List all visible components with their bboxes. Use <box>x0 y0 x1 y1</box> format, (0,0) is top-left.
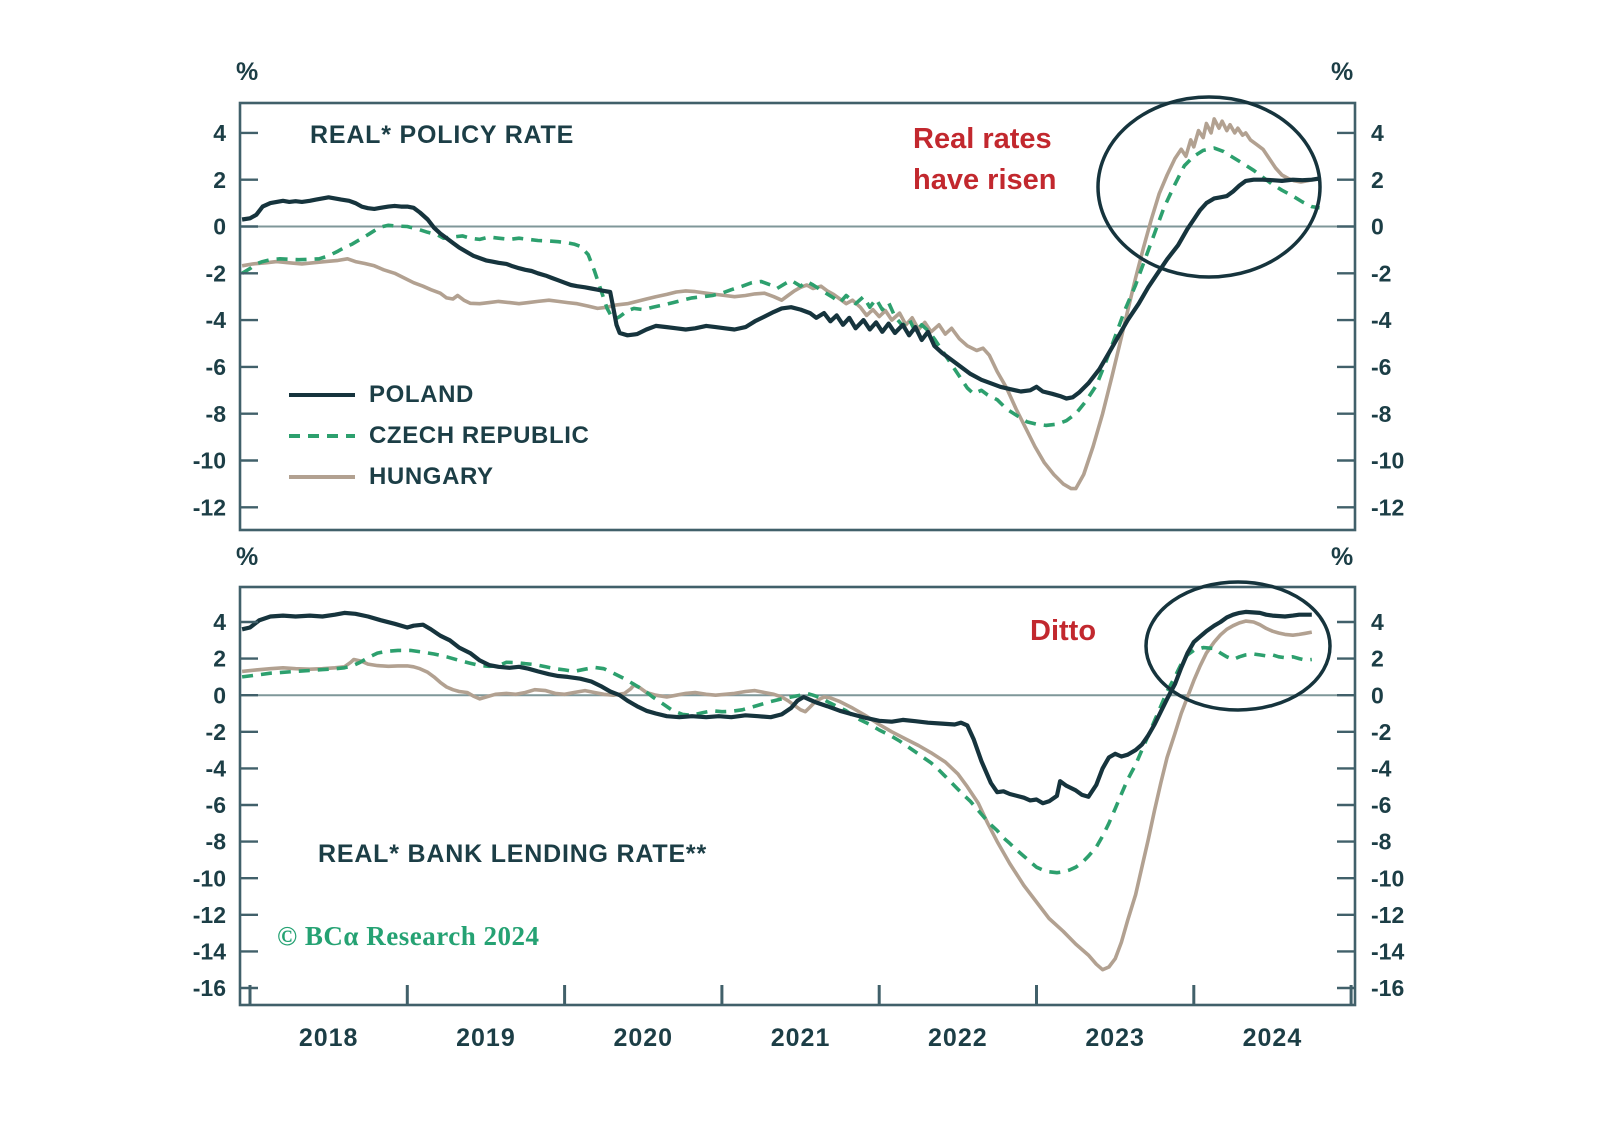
czech-line <box>241 146 1320 428</box>
czech-line <box>241 645 1312 875</box>
y-tick-label-left: -16 <box>193 975 226 1001</box>
y-tick-label-right: -4 <box>1371 307 1392 333</box>
y-tick-label-left: -10 <box>193 865 226 891</box>
y-tick-label-right: -16 <box>1371 975 1404 1001</box>
legend-label-czech-republic: CZECH REPUBLIC <box>369 422 590 449</box>
percent-label-bottom-left: % <box>236 543 259 571</box>
y-tick-label-right: -4 <box>1371 755 1392 781</box>
x-year-label: 2019 <box>456 1024 516 1052</box>
y-tick-label-left: -6 <box>206 354 226 380</box>
y-tick-label-right: -10 <box>1371 448 1404 474</box>
callout-line-1: Real rates <box>913 123 1052 155</box>
y-tick-label-right: -2 <box>1371 260 1391 286</box>
percent-label-top-left: % <box>236 58 259 86</box>
lending-rate-panel: 4 4 2 2 0 0 -2 -2 -4 -4 -6 -6 -8 -8 -10 -10 -12 -12 -14 -14… <box>193 580 1404 1007</box>
annotation-ellipse <box>1096 95 1322 279</box>
poland-line <box>241 609 1312 806</box>
y-tick-label-left: -2 <box>206 719 226 745</box>
legend-label-poland: POLAND <box>369 381 474 408</box>
czech-republic-line-sample <box>289 434 355 438</box>
annotation-ellipse <box>1144 580 1332 712</box>
y-tick-label-left: 2 <box>213 167 226 193</box>
percent-label-bottom-right: % <box>1331 543 1354 571</box>
y-tick-label-left: -14 <box>193 938 226 964</box>
policy-rate-panel: 4 4 2 2 0 0 -2 -2 -4 -4 -6 -6 -8 -8 -10 -10 -12 -12 <box>193 95 1404 532</box>
legend-item-czech-republic: CZECH REPUBLIC <box>289 422 589 450</box>
y-tick-label-left: -2 <box>206 260 226 286</box>
x-year-label: 2020 <box>613 1024 673 1052</box>
y-tick-label-right: -12 <box>1371 494 1404 520</box>
y-tick-label-left: -12 <box>193 902 226 928</box>
y-tick-label-right: 2 <box>1371 167 1384 193</box>
y-tick-label-right: -12 <box>1371 902 1404 928</box>
real-rates-risen-callout: Real rates have risen <box>913 119 1056 201</box>
legend: POLAND CZECH REPUBLIC HUNGARY <box>289 381 589 491</box>
y-tick-label-left: 0 <box>213 214 226 240</box>
y-tick-label-right: 2 <box>1371 646 1384 672</box>
ditto-callout: Ditto <box>1030 615 1097 647</box>
policy-rate-title: REAL* POLICY RATE <box>310 121 575 149</box>
copyright-label: © BCα Research 2024 <box>277 921 540 951</box>
hungary-line <box>241 117 1320 491</box>
y-tick-label-left: -4 <box>206 307 227 333</box>
legend-label-hungary: HUNGARY <box>369 463 494 490</box>
lending-rate-title: REAL* BANK LENDING RATE** <box>318 840 707 868</box>
x-year-label: 2024 <box>1243 1024 1303 1052</box>
y-tick-label-right: -2 <box>1371 719 1391 745</box>
legend-item-hungary: HUNGARY <box>289 463 589 491</box>
x-year-label: 2022 <box>928 1024 988 1052</box>
y-tick-label-left: -8 <box>206 829 227 855</box>
hungary-line-sample <box>289 475 355 479</box>
y-tick-label-left: -8 <box>206 401 227 427</box>
y-tick-label-right: -6 <box>1371 354 1391 380</box>
y-tick-label-left: -10 <box>193 448 226 474</box>
y-tick-label-right: -14 <box>1371 938 1404 964</box>
plot-border <box>238 585 1357 1007</box>
y-tick-label-right: -8 <box>1371 401 1392 427</box>
hungary-line <box>241 619 1313 972</box>
y-tick-label-right: -8 <box>1371 829 1392 855</box>
y-tick-label-right: 4 <box>1371 609 1384 635</box>
y-tick-label-right: -6 <box>1371 792 1391 818</box>
percent-label-top-right: % <box>1331 58 1354 86</box>
x-year-label: 2021 <box>771 1024 831 1052</box>
y-tick-label-right: 4 <box>1371 120 1384 146</box>
x-year-label: 2018 <box>299 1024 359 1052</box>
plot-border <box>238 101 1357 532</box>
callout-line-2: have risen <box>913 164 1057 196</box>
y-tick-label-right: 0 <box>1371 682 1384 708</box>
y-tick-label-left: -12 <box>193 494 226 520</box>
poland-line <box>241 176 1320 401</box>
y-tick-label-right: 0 <box>1371 214 1384 240</box>
x-year-label: 2023 <box>1085 1024 1145 1052</box>
poland-line-sample <box>289 393 355 397</box>
y-tick-label-left: -4 <box>206 755 227 781</box>
y-tick-label-left: 4 <box>213 120 226 146</box>
y-tick-label-right: -10 <box>1371 865 1404 891</box>
y-tick-label-left: 0 <box>213 682 226 708</box>
legend-item-poland: POLAND <box>289 381 589 409</box>
y-tick-label-left: 2 <box>213 646 226 672</box>
y-tick-label-left: 4 <box>213 609 226 635</box>
y-tick-label-left: -6 <box>206 792 226 818</box>
